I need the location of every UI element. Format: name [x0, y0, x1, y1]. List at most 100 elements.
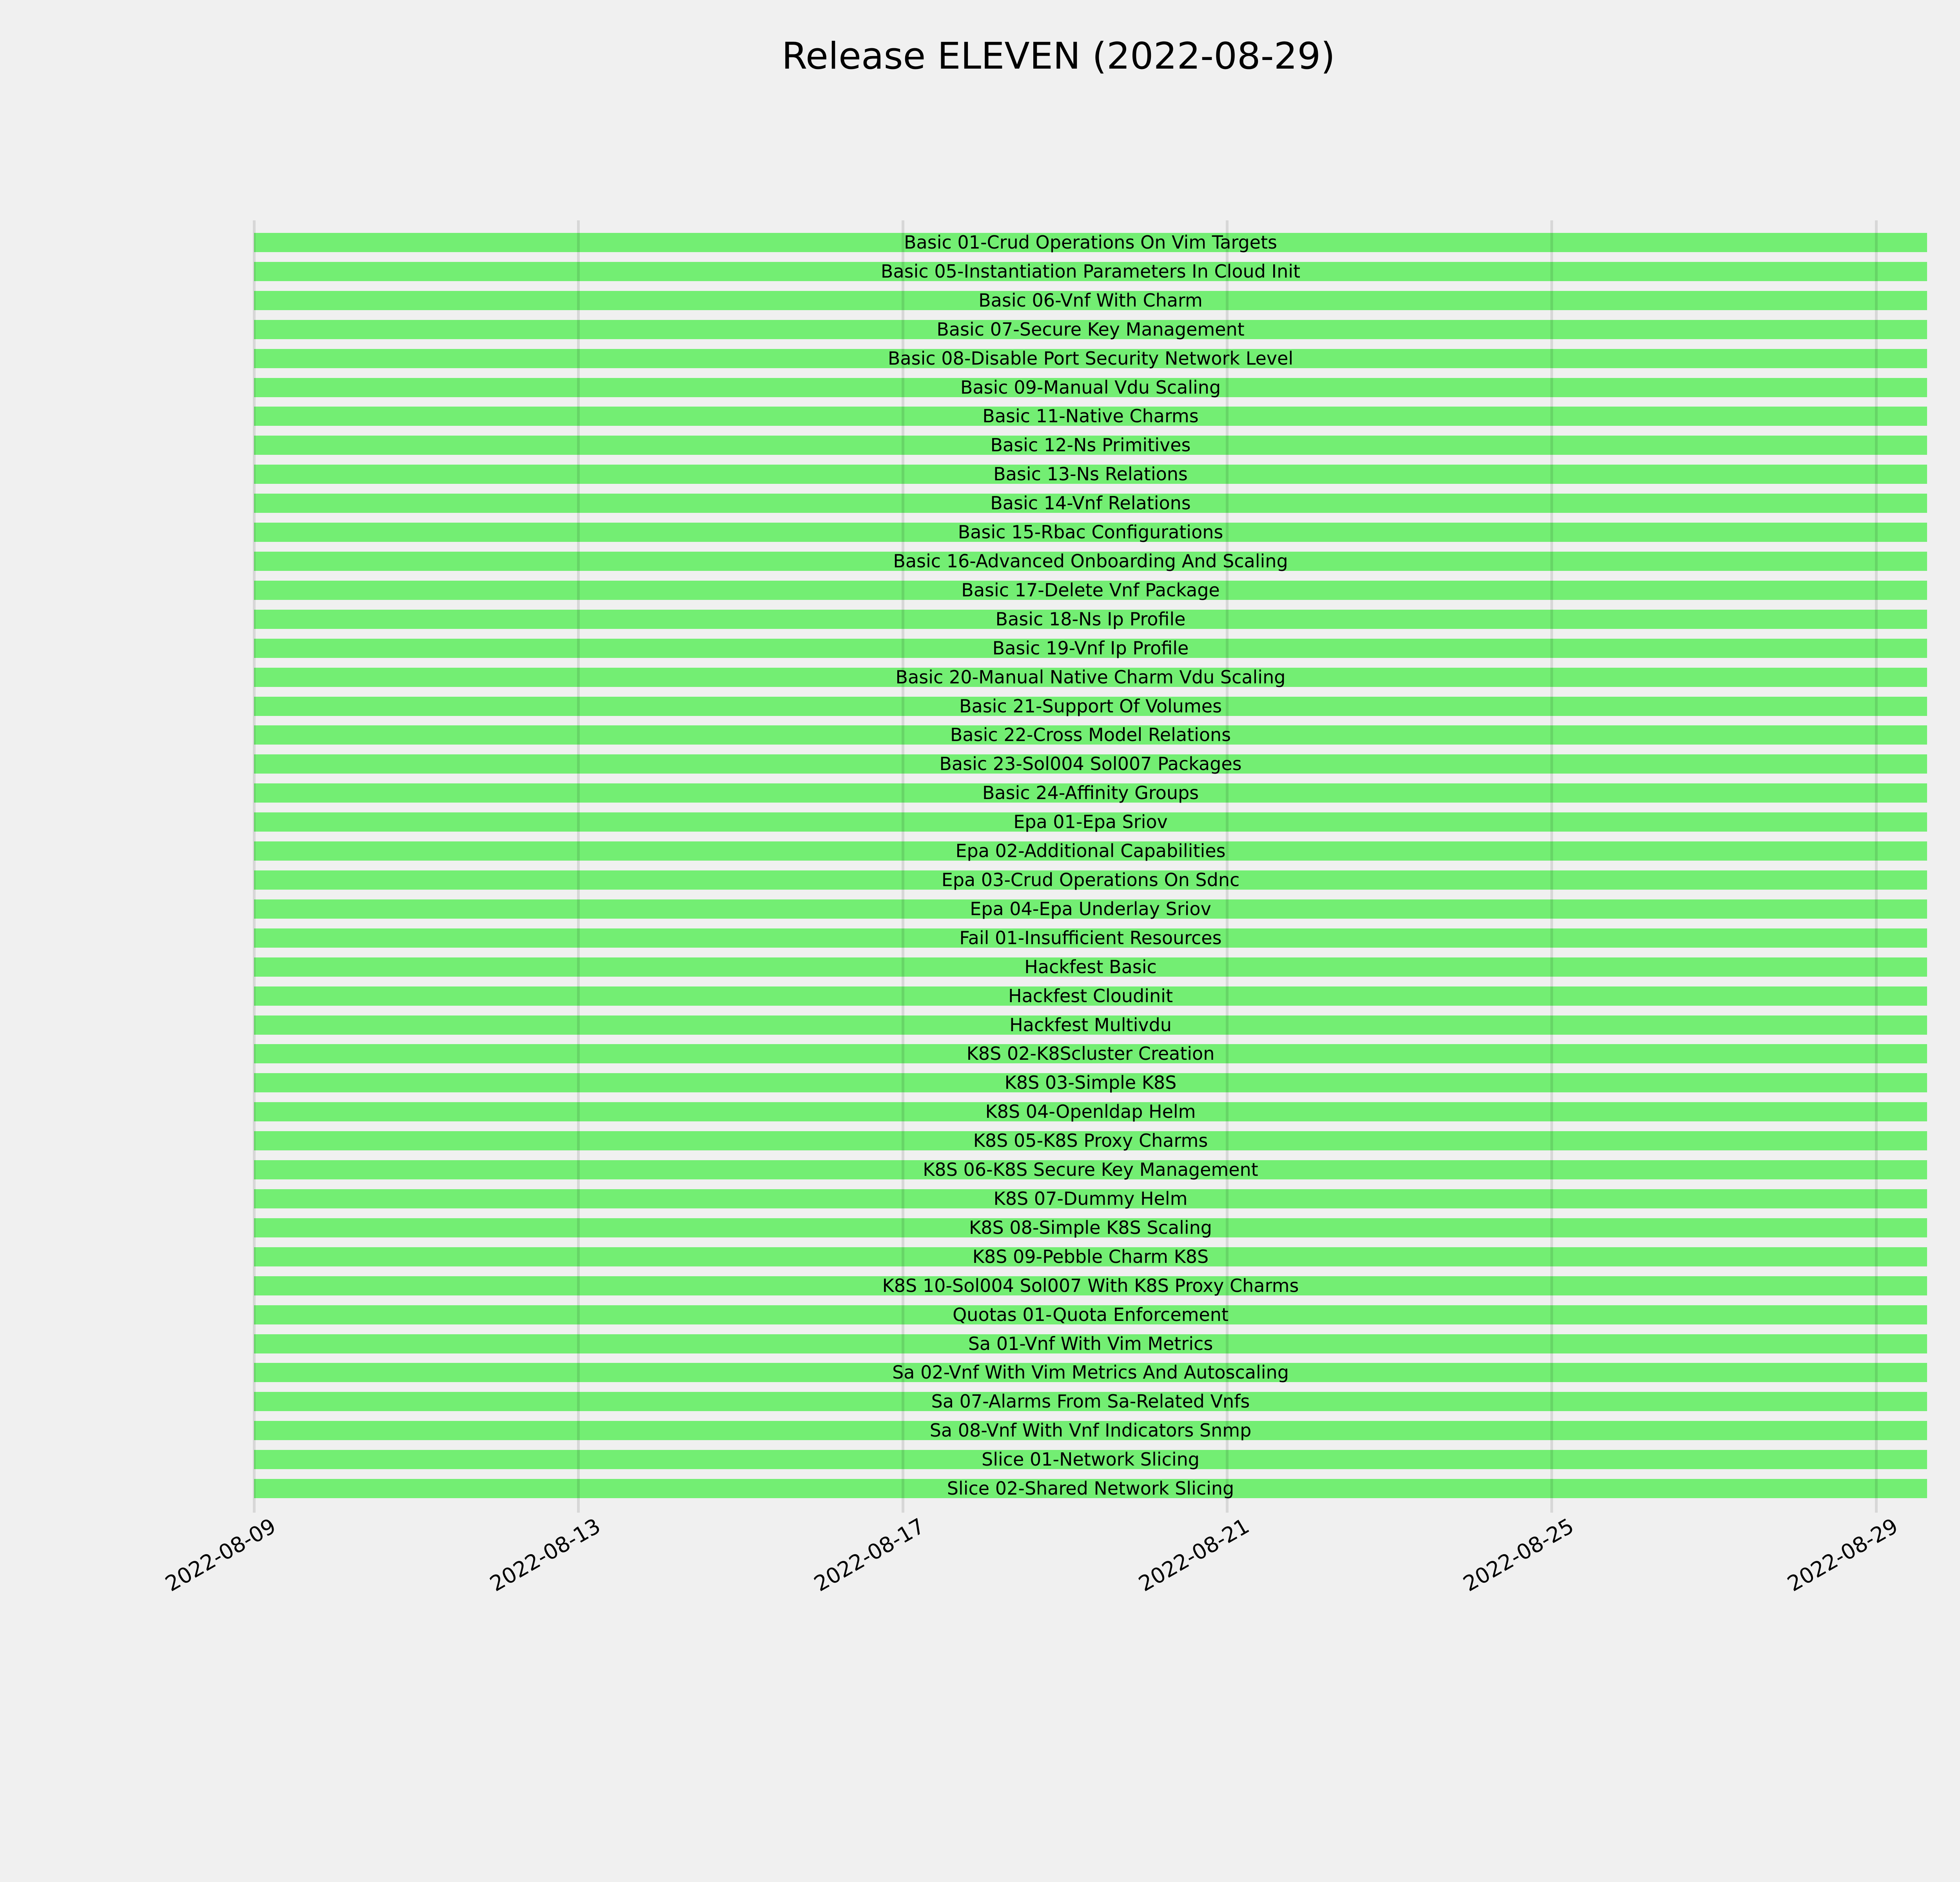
- gantt-bar: [254, 1044, 1927, 1064]
- bar-label: Hackfest Cloudinit: [1008, 985, 1173, 1006]
- bar-label: Quotas 01-Quota Enforcement: [953, 1304, 1229, 1325]
- bar-label: Basic 15-Rbac Configurations: [958, 521, 1223, 543]
- gantt-row: Hackfest Basic: [254, 953, 1927, 982]
- x-gridline: [252, 220, 256, 1513]
- gantt-row: Basic 05-Instantiation Parameters In Clo…: [254, 257, 1927, 286]
- gantt-bar: [254, 609, 1927, 629]
- gantt-row: Slice 01-Network Slicing: [254, 1445, 1927, 1474]
- bar-label: Epa 02-Additional Capabilities: [955, 840, 1226, 862]
- gantt-bar: [254, 1073, 1927, 1093]
- bar-label: Fail 01-Insufficient Resources: [959, 927, 1222, 948]
- gantt-bar: [254, 320, 1927, 339]
- bar-label: K8S 09-Pebble Charm K8S: [972, 1246, 1209, 1267]
- gantt-row: K8S 05-K8S Proxy Charms: [254, 1126, 1927, 1155]
- gantt-bar: [254, 1392, 1927, 1412]
- chart-title: Release ELEVEN (2022-08-29): [782, 35, 1335, 78]
- bar-label: Basic 08-Disable Port Security Network L…: [887, 347, 1294, 369]
- gantt-row: K8S 07-Dummy Helm: [254, 1184, 1927, 1213]
- gantt-row: Sa 01-Vnf With Vim Metrics: [254, 1330, 1927, 1359]
- gantt-bar: [254, 378, 1927, 397]
- bar-label: Basic 19-Vnf Ip Profile: [992, 637, 1189, 659]
- gantt-bar: [254, 1479, 1927, 1499]
- gantt-row: Basic 24-Affinity Groups: [254, 779, 1927, 808]
- bar-label: Basic 13-Ns Relations: [993, 463, 1188, 485]
- gantt-bar: [254, 1102, 1927, 1122]
- gantt-row: Sa 07-Alarms From Sa-Related Vnfs: [254, 1387, 1927, 1416]
- plot-area: Basic 01-Crud Operations On Vim Targets B…: [252, 220, 1927, 1513]
- gantt-bar: [254, 1421, 1927, 1441]
- gantt-row: Hackfest Multivdu: [254, 1011, 1927, 1040]
- gantt-bar: [254, 233, 1927, 252]
- gantt-bar: [254, 1450, 1927, 1470]
- gantt-row: Basic 23-Sol004 Sol007 Packages: [254, 750, 1927, 779]
- bar-label: K8S 04-Openldap Helm: [985, 1101, 1196, 1123]
- gantt-bar: [254, 696, 1927, 716]
- x-tick-label: 2022-08-13: [485, 1513, 605, 1597]
- bar-label: K8S 07-Dummy Helm: [993, 1188, 1188, 1209]
- gantt-bar: [254, 1363, 1927, 1382]
- x-tick-label: 2022-08-25: [1459, 1513, 1578, 1597]
- bar-label: Epa 01-Epa Sriov: [1013, 811, 1168, 833]
- gantt-row: Epa 01-Epa Sriov: [254, 808, 1927, 837]
- gantt-bar: [254, 638, 1927, 658]
- bar-label: Basic 14-Vnf Relations: [990, 492, 1191, 514]
- x-gridline: [901, 220, 904, 1513]
- gantt-bar: [254, 1015, 1927, 1035]
- gantt-bar: [254, 1305, 1927, 1324]
- gantt-row: Slice 02-Shared Network Slicing: [254, 1474, 1927, 1503]
- bar-label: Basic 18-Ns Ip Profile: [995, 608, 1186, 630]
- gantt-bar: [254, 262, 1927, 281]
- bar-label: Basic 09-Manual Vdu Scaling: [960, 376, 1221, 398]
- bar-label: K8S 02-K8Scluster Creation: [966, 1043, 1215, 1065]
- gantt-row: Epa 02-Additional Capabilities: [254, 837, 1927, 866]
- gantt-row: Basic 20-Manual Native Charm Vdu Scaling: [254, 663, 1927, 692]
- gantt-bar: [254, 1334, 1927, 1353]
- gantt-bar: [254, 1218, 1927, 1237]
- x-tick-label: 2022-08-09: [161, 1513, 280, 1597]
- bar-label: Slice 02-Shared Network Slicing: [947, 1478, 1234, 1499]
- gantt-bar: [254, 783, 1927, 803]
- gantt-row: K8S 04-Openldap Helm: [254, 1097, 1927, 1126]
- gantt-bar: [254, 667, 1927, 687]
- bar-label: Basic 06-Vnf With Charm: [978, 289, 1203, 311]
- gantt-bar: [254, 725, 1927, 745]
- gantt-row: Epa 03-Crud Operations On Sdnc: [254, 866, 1927, 895]
- gantt-row: Sa 02-Vnf With Vim Metrics And Autoscali…: [254, 1358, 1927, 1387]
- bar-label: Basic 24-Affinity Groups: [982, 782, 1199, 804]
- gantt-row: Sa 08-Vnf With Vnf Indicators Snmp: [254, 1416, 1927, 1445]
- gantt-bar: [254, 870, 1927, 890]
- bar-label: Basic 21-Support Of Volumes: [959, 695, 1222, 717]
- bar-label: Hackfest Basic: [1024, 956, 1157, 977]
- gantt-row: Fail 01-Insufficient Resources: [254, 924, 1927, 953]
- gantt-row: Basic 14-Vnf Relations: [254, 489, 1927, 518]
- gantt-bar: [254, 465, 1927, 484]
- gantt-bar: [254, 1247, 1927, 1266]
- gantt-row: K8S 06-K8S Secure Key Management: [254, 1155, 1927, 1184]
- bar-label: Sa 02-Vnf With Vim Metrics And Autoscali…: [892, 1362, 1289, 1383]
- gantt-bar: [254, 928, 1927, 948]
- bar-label: K8S 08-Simple K8S Scaling: [969, 1217, 1212, 1238]
- gantt-row: Basic 21-Support Of Volumes: [254, 692, 1927, 721]
- x-tick-label: 2022-08-17: [810, 1513, 929, 1597]
- gantt-row: Basic 22-Cross Model Relations: [254, 721, 1927, 750]
- bar-label: Basic 05-Instantiation Parameters In Clo…: [880, 260, 1301, 282]
- gantt-row: Basic 08-Disable Port Security Network L…: [254, 344, 1927, 373]
- gantt-bar: [254, 523, 1927, 542]
- gantt-bar: [254, 812, 1927, 832]
- gantt-row: K8S 09-Pebble Charm K8S: [254, 1243, 1927, 1272]
- gantt-row: Basic 01-Crud Operations On Vim Targets: [254, 228, 1927, 257]
- gantt-row: Basic 09-Manual Vdu Scaling: [254, 373, 1927, 402]
- gantt-bar: [254, 494, 1927, 513]
- x-gridline: [1875, 220, 1878, 1513]
- gantt-bar: [254, 349, 1927, 368]
- gantt-row: Quotas 01-Quota Enforcement: [254, 1301, 1927, 1330]
- gantt-row: Hackfest Cloudinit: [254, 982, 1927, 1011]
- gantt-row: K8S 08-Simple K8S Scaling: [254, 1213, 1927, 1243]
- gantt-row: Basic 11-Native Charms: [254, 402, 1927, 431]
- bar-label: Hackfest Multivdu: [1009, 1014, 1172, 1035]
- x-gridline: [577, 220, 580, 1513]
- x-gridline: [1226, 220, 1229, 1513]
- gantt-bar: [254, 436, 1927, 455]
- gantt-bar: [254, 957, 1927, 977]
- bar-label: Basic 22-Cross Model Relations: [950, 724, 1231, 746]
